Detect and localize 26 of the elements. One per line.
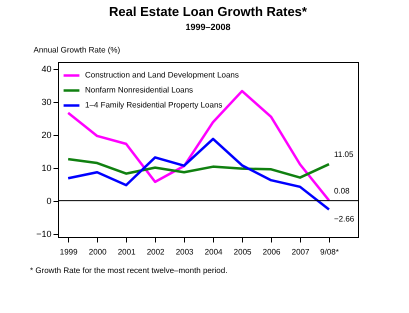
x-tick-label: 2001 — [118, 248, 136, 256]
legend-label: 1–4 Family Residential Property Loans — [85, 100, 222, 110]
data-label: 11.05 — [334, 150, 354, 160]
legend-label: Construction and Land Development Loans — [85, 70, 239, 80]
x-tick-label: 2000 — [88, 248, 108, 256]
y-axis-title: Annual Growth Rate (%) — [34, 46, 121, 54]
y-tick-label: 30 — [41, 97, 52, 108]
data-label: 0.08 — [334, 186, 350, 196]
x-tick-label: 2004 — [204, 248, 224, 256]
x-tick-label: 9/08* — [320, 248, 339, 256]
data-label: −2.66 — [334, 214, 355, 224]
x-tick-label: 2005 — [234, 248, 252, 256]
x-tick-label: 2007 — [292, 248, 310, 256]
x-tick-label: 1999 — [60, 248, 78, 256]
y-tick-label: −10 — [36, 229, 52, 240]
chart-subtitle: 1999–2008 — [185, 22, 231, 32]
x-tick-label: 2006 — [262, 248, 281, 256]
x-tick-label: 2002 — [146, 248, 166, 256]
x-tick-label: 2003 — [176, 248, 194, 256]
text: * Growth Rate for the most recent twelve–month period. — [30, 266, 228, 275]
y-tick-label: 40 — [41, 64, 52, 74]
chart-title: Real Estate Loan Growth Rates* — [109, 4, 308, 19]
y-tick-label: 10 — [41, 163, 52, 174]
y-tick-label: 20 — [41, 130, 52, 140]
y-tick-label: 0 — [46, 196, 52, 206]
legend-label: Nonfarm Nonresidential Loans — [85, 86, 194, 94]
